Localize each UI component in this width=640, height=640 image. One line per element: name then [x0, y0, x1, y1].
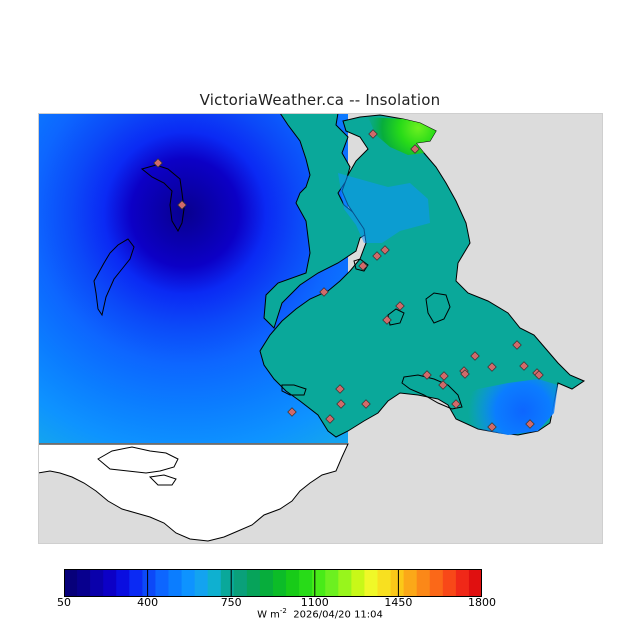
colorbar-swatch — [273, 569, 287, 597]
colorbar-swatch — [325, 569, 339, 597]
island-west — [93, 238, 135, 317]
colorbar-swatch — [338, 569, 352, 597]
colorbar-swatch — [416, 569, 431, 597]
station-marker — [358, 261, 368, 271]
station-marker — [372, 251, 382, 261]
station-marker — [336, 399, 346, 409]
station-marker — [534, 370, 544, 380]
colorbar-swatch — [403, 569, 418, 597]
colorbar-frame — [64, 569, 482, 597]
white-island-small — [148, 474, 177, 486]
station-marker — [487, 422, 497, 432]
units-text: W m — [257, 609, 280, 621]
map-title: VictoriaWeather.ca -- Insolation — [199, 91, 441, 109]
insolation-map — [37, 112, 603, 544]
station-marker — [470, 351, 480, 361]
colorbar-swatch — [103, 569, 117, 597]
colorbar — [63, 569, 483, 601]
colorbar-swatch — [259, 569, 274, 597]
colorbar-swatch — [468, 569, 483, 597]
island-south-b — [401, 374, 463, 410]
river-center — [353, 258, 369, 272]
station-marker — [519, 361, 529, 371]
colorbar-tick-label: 750 — [220, 596, 242, 609]
colorbar-swatch — [312, 569, 326, 597]
lake-east — [425, 292, 451, 324]
colorbar-swatch — [90, 569, 104, 597]
colorbar-swatch — [442, 569, 457, 597]
colorbar-swatch — [194, 569, 209, 597]
colorbar-swatch — [116, 569, 130, 597]
colorbar-swatch — [233, 569, 248, 597]
station-marker — [287, 407, 297, 417]
colorbar-swatch — [364, 569, 379, 597]
colorbar-swatch — [181, 569, 196, 597]
station-marker — [335, 384, 345, 394]
station-marker — [410, 144, 420, 154]
station-markers — [153, 129, 544, 432]
mainland-landmass — [263, 112, 369, 329]
colorbar-swatch — [220, 569, 235, 597]
colorbar-swatch — [155, 569, 170, 597]
station-marker — [512, 340, 522, 350]
white-island — [97, 446, 179, 474]
colorbar-swatch — [142, 569, 157, 597]
colorbar-swatch — [455, 569, 470, 597]
station-marker — [525, 419, 535, 429]
colorbar-swatch — [377, 569, 392, 597]
station-marker — [460, 369, 470, 379]
green-peak-overlay — [368, 117, 436, 155]
colorbar-swatch — [64, 569, 78, 597]
units-line: W m-2 2026/04/20 11:04 — [0, 607, 640, 620]
colorbar-tick-labels: 50 400 750 1100 1450 1800 — [0, 596, 640, 610]
colorbar-swatch — [77, 569, 91, 597]
station-marker — [361, 399, 371, 409]
colorbar-swatch — [168, 569, 183, 597]
station-marker — [319, 287, 329, 297]
inlet-water — [338, 173, 430, 243]
colorbar-tick-label: 1100 — [300, 596, 329, 609]
colorbar-tick-label: 1800 — [468, 596, 496, 609]
station-marker — [451, 399, 461, 409]
colorbar-swatch — [390, 569, 405, 597]
colorbar-tick-label: 400 — [137, 596, 159, 609]
station-marker — [153, 158, 163, 168]
station-marker — [325, 414, 335, 424]
station-marker — [382, 315, 392, 325]
north-landmass — [259, 114, 586, 438]
island-north-west — [140, 164, 185, 233]
station-marker — [380, 245, 390, 255]
station-marker — [395, 301, 405, 311]
colorbar-tick-label: 50 — [57, 596, 71, 609]
lake-south — [387, 308, 405, 326]
units-exponent: -2 — [279, 607, 287, 615]
map-frame — [38, 113, 603, 544]
colorbar-swatch — [207, 569, 222, 597]
station-marker — [487, 362, 497, 372]
colorbar-swatch — [246, 569, 261, 597]
colorbar-swatch — [429, 569, 444, 597]
colorbar-swatch — [129, 569, 143, 597]
station-marker — [177, 200, 187, 210]
colorbar-swatch — [299, 569, 313, 597]
station-marker — [438, 380, 448, 390]
timestamp: 2026/04/20 11:04 — [293, 609, 383, 621]
island-south-a — [281, 384, 307, 396]
station-marker — [422, 370, 432, 380]
colorbar-swatch — [286, 569, 300, 597]
colorbar-tick-label: 1450 — [384, 596, 413, 609]
station-marker — [439, 371, 449, 381]
station-marker — [368, 129, 378, 139]
colorbar-swatch — [351, 569, 366, 597]
